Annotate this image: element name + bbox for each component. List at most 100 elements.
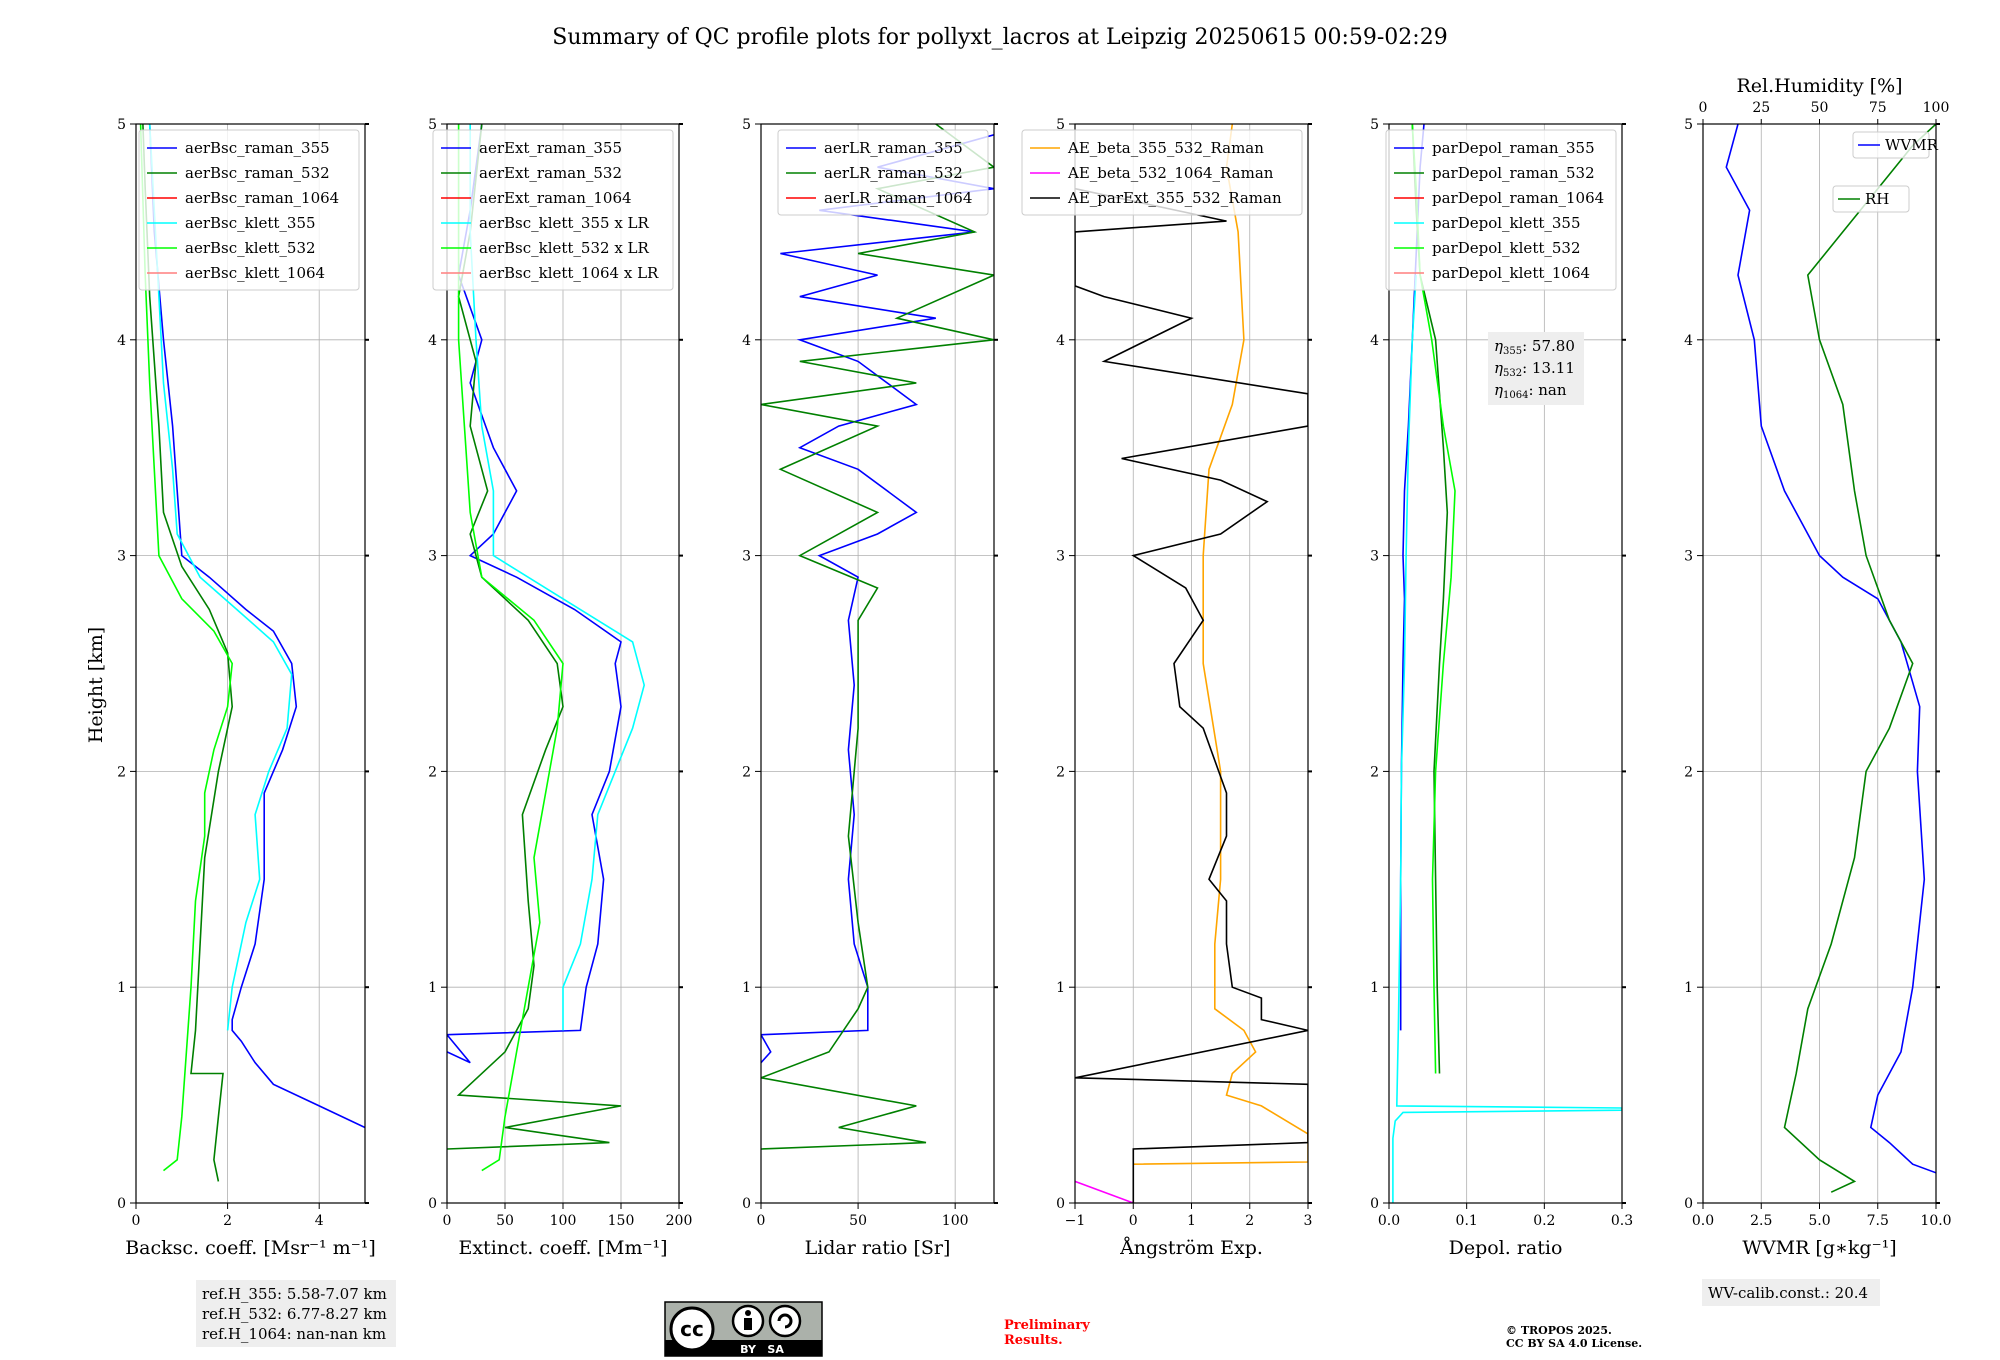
preliminary-line-2: Results.: [1004, 1333, 1063, 1348]
series-line-aerBsc_klett_532: [139, 124, 234, 1172]
legend-label: aerBsc_klett_355 x LR: [479, 214, 650, 232]
panel-depol: 0.0 0.1 0.2 0.3 0 1 2 3 4 5 Depol. ratio parDepol_r…: [1370, 117, 1633, 1259]
y-tick-label: 2: [1684, 764, 1693, 780]
legend-box: [138, 129, 360, 291]
series-line-aerLR_raman_532: [761, 124, 994, 1150]
legend-label: parDepol_klett_1064: [1432, 264, 1590, 282]
legend-label: parDepol_raman_532: [1432, 164, 1595, 182]
y-tick-label: 1: [742, 980, 751, 996]
x-tick-label: 100: [942, 1213, 969, 1229]
x-tick-label: 50: [849, 1213, 867, 1229]
figure-title: Summary of QC profile plots for pollyxt_…: [552, 25, 1447, 50]
sa-share-icon: [768, 1304, 802, 1338]
legend-box: [432, 129, 674, 291]
y-tick-label: 3: [117, 549, 126, 565]
y-tick-label: 1: [117, 980, 126, 996]
y-tick-label: 5: [742, 117, 751, 133]
legend-backscatter: aerBsc_raman_355 aerBsc_raman_532 aerBsc_r…: [138, 129, 360, 291]
x-tick-label: 0.1: [1456, 1213, 1478, 1229]
y-tick-label: 1: [1056, 980, 1065, 996]
by-person-body: [744, 1318, 752, 1330]
series-line-aerBsc_klett_355 x LR: [469, 124, 646, 1031]
refh-annotation-box: [196, 1280, 396, 1347]
series-line-aerBsc_raman_532: [142, 124, 234, 1182]
top-x-axis-label: Rel.Humidity [%]: [1736, 75, 1902, 97]
series-line-aerLR_raman_355: [761, 134, 994, 1064]
legend-box: [1832, 185, 1910, 213]
legend-label: aerBsc_klett_355: [185, 214, 316, 232]
x-tick-label: 0: [443, 1213, 452, 1229]
y-tick-label: 3: [1370, 549, 1379, 565]
legend-label: aerExt_raman_532: [479, 164, 622, 182]
y-tick-label: 0: [1056, 1196, 1065, 1212]
y-tick-label: 5: [1684, 117, 1693, 133]
y-tick-label: 5: [1056, 117, 1065, 133]
y-tick-label: 3: [742, 549, 751, 565]
y-tick-label: 0: [117, 1196, 126, 1212]
legend-label: aerLR_raman_355: [824, 139, 963, 157]
y-tick-label: 2: [428, 764, 437, 780]
eta-line-1064: η1064: nan: [1494, 381, 1567, 401]
legend-label: aerBsc_klett_532 x LR: [479, 239, 650, 257]
x-tick-label: 0: [1129, 1213, 1138, 1229]
by-person-head: [745, 1310, 751, 1316]
panel-backscatter: 0 2 4 0 1 2 3 4 5 Backsc. coeff. [Msr⁻¹ m⁻¹] aerBs…: [117, 117, 376, 1259]
refh-line-532: ref.H_532: 6.77-8.27 km: [202, 1305, 387, 1323]
legend-label: AE_beta_355_532_Raman: [1067, 139, 1264, 157]
y-tick-label: 3: [428, 549, 437, 565]
series-line-aerBsc_raman_355: [148, 124, 365, 1129]
x-tick-label: 2: [223, 1213, 232, 1229]
x-tick-label: 200: [666, 1213, 693, 1229]
preliminary-line-1: Preliminary: [1004, 1318, 1090, 1333]
top-x-tick-label: 25: [1752, 100, 1770, 116]
axes-frame: [135, 123, 366, 1204]
panel-extinction: 0 50 100 150 200 0 1 2 3 4 5 Extinct. coeff. [Mm⁻¹]…: [428, 117, 692, 1259]
x-tick-label: 50: [496, 1213, 514, 1229]
y-tick-label: 2: [1370, 764, 1379, 780]
x-tick-label: 0.0: [1378, 1213, 1400, 1229]
refh-line-355: ref.H_355: 5.58-7.07 km: [202, 1285, 387, 1303]
x-tick-label: 2.5: [1750, 1213, 1772, 1229]
legend-label: WVMR: [1885, 136, 1939, 154]
legend-label: parDepol_raman_355: [1432, 139, 1595, 157]
legend-label: parDepol_klett_355: [1432, 214, 1581, 232]
series-line-AE_parExt_355_532_Raman: [1075, 187, 1308, 1203]
cc-badge-label: BY SA: [740, 1343, 784, 1356]
y-tick-label: 1: [428, 980, 437, 996]
x-axis-label: Depol. ratio: [1449, 1237, 1563, 1259]
y-tick-label: 3: [1056, 549, 1065, 565]
legend-label: aerBsc_klett_532: [185, 239, 316, 257]
y-tick-label: 0: [1370, 1196, 1379, 1212]
x-tick-label: 0.3: [1611, 1213, 1633, 1229]
series-line-aerBsc_klett_532 x LR: [457, 124, 564, 1172]
top-x-tick-label: 100: [1923, 100, 1950, 116]
series-line-AE_beta_355_532_Raman: [1133, 124, 1308, 1165]
legend-label: aerExt_raman_1064: [479, 189, 632, 207]
top-x-tick-label: 75: [1869, 100, 1887, 116]
legend-label: aerBsc_raman_532: [185, 164, 330, 182]
x-tick-label: 4: [315, 1213, 324, 1229]
eta-annotation: η355: 57.80 η532: 13.11 η1064: nan: [1488, 332, 1584, 405]
panel-lidar_ratio: 0 50 100 0 1 2 3 4 5 Lidar ratio [Sr] aerLR_raman_…: [742, 117, 998, 1259]
y-tick-label: 5: [117, 117, 126, 133]
legend-label: aerBsc_klett_1064: [185, 264, 325, 282]
x-tick-label: 3: [1304, 1213, 1313, 1229]
series-line-RH: [1783, 124, 1936, 1193]
x-axis-label: Extinct. coeff. [Mm⁻¹]: [458, 1237, 667, 1259]
legend-label: aerLR_raman_1064: [824, 189, 972, 207]
cc-logo-text: cc: [680, 1317, 704, 1341]
y-tick-label: 0: [742, 1196, 751, 1212]
legend-lidar_ratio: aerLR_raman_355 aerLR_raman_532 aerLR_rama…: [777, 129, 989, 216]
legend-label: aerBsc_raman_355: [185, 139, 330, 157]
y-tick-label: 1: [1684, 980, 1693, 996]
legend-label: aerLR_raman_532: [824, 164, 963, 182]
y-tick-label: 1: [1370, 980, 1379, 996]
legend-label: parDepol_raman_1064: [1432, 189, 1604, 207]
eta-line-355: η355: 57.80: [1494, 337, 1575, 357]
sa-share-arrow: [777, 1313, 793, 1329]
x-tick-label: 0: [132, 1213, 141, 1229]
x-tick-label: −1: [1065, 1213, 1086, 1229]
legend-label: parDepol_klett_532: [1432, 239, 1581, 257]
y-tick-label: 4: [428, 333, 437, 349]
